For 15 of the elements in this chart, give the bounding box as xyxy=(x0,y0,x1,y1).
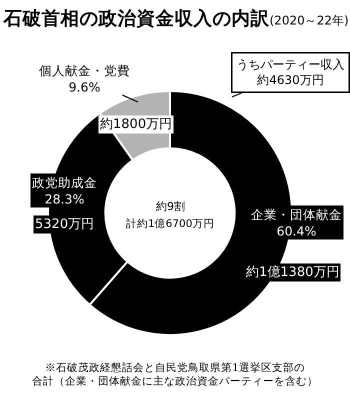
chart-subtitle: (2020～22年) xyxy=(270,13,349,28)
text: 約9割 xyxy=(156,200,185,213)
text: ※石破茂政経懇話会と自民党鳥取県第1選挙区支部の合計（企業・団体献金に主な政治資金パーティーを含む） xyxy=(32,361,318,388)
slice-label: 企業・団体献金 xyxy=(251,207,342,222)
text: 約1億1380万円 xyxy=(246,265,340,280)
chart-title: 石破首相の政治資金収入の内訳 xyxy=(2,7,270,30)
text: 約1800万円 xyxy=(100,117,172,132)
data-label: 9.6% xyxy=(68,79,100,94)
slice-label: 個人献金・党費 xyxy=(39,63,130,78)
slice-label: 政党助成金 xyxy=(32,175,97,190)
text: うちパーティー収入約4630万円 xyxy=(236,58,344,88)
data-label: 28.3% xyxy=(44,191,84,206)
text: 計約1億6700万円 xyxy=(126,217,214,230)
text: 5320万円 xyxy=(35,217,94,232)
data-label: 60.4% xyxy=(276,223,316,238)
